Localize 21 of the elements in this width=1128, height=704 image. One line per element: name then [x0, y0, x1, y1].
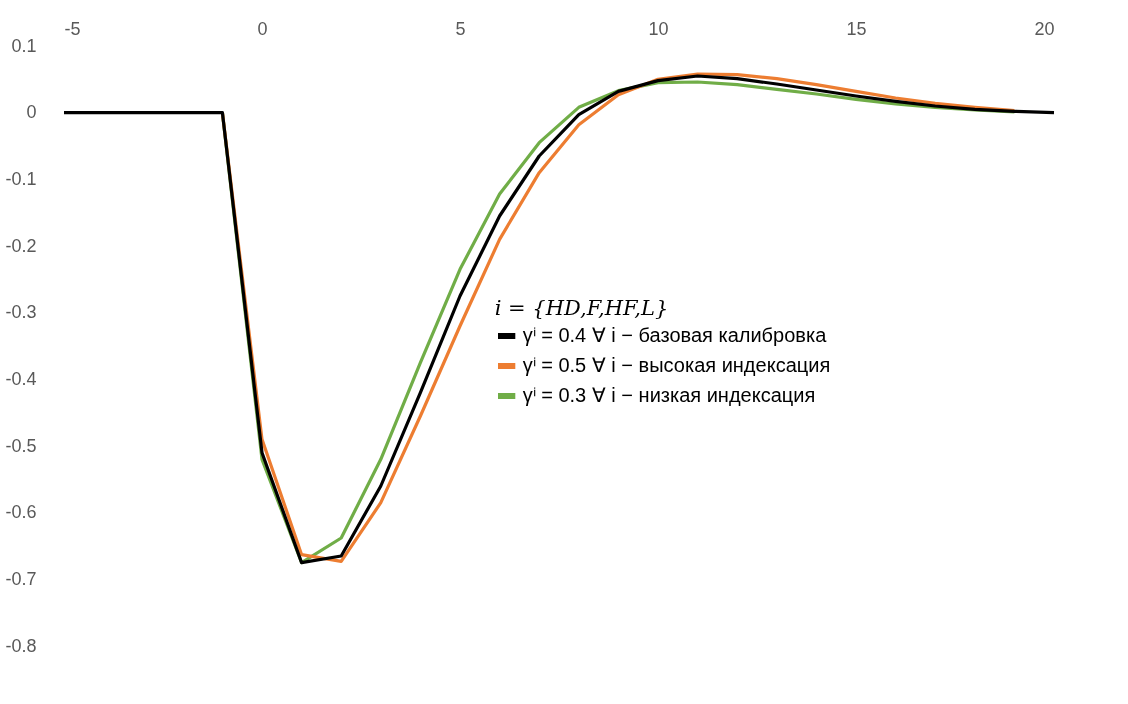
legend-label: γⁱ = 0.5 ∀ i − высокая индексация [522, 354, 831, 376]
x-tick-label: 10 [648, 18, 669, 39]
y-tick-label: -0.3 [5, 302, 37, 323]
y-tick-label: -0.1 [5, 168, 37, 189]
x-tick-label: -5 [64, 18, 81, 39]
x-tick-label: 5 [455, 18, 466, 39]
y-tick-label: -0.8 [5, 635, 37, 656]
x-tick-label: 0 [257, 18, 268, 39]
y-tick-label: -0.6 [5, 502, 37, 523]
y-tick-label: -0.7 [5, 568, 37, 589]
y-tick-label: -0.2 [5, 235, 37, 256]
x-tick-label: 15 [846, 18, 867, 39]
legend-label: γⁱ = 0.3 ∀ i − низкая индексация [522, 384, 816, 406]
y-tick-label: 0.1 [11, 35, 37, 56]
y-tick-label: 0 [26, 102, 37, 123]
legend-title: i = {HD,F,HF,L} [494, 296, 669, 320]
line-series [62, 74, 1056, 565]
legend-label: γⁱ = 0.4 ∀ i − базовая калибровка [522, 324, 828, 346]
y-tick-label: -0.5 [5, 435, 37, 456]
y-tick-label: -0.4 [5, 368, 37, 389]
x-tick-label: 20 [1034, 18, 1055, 39]
